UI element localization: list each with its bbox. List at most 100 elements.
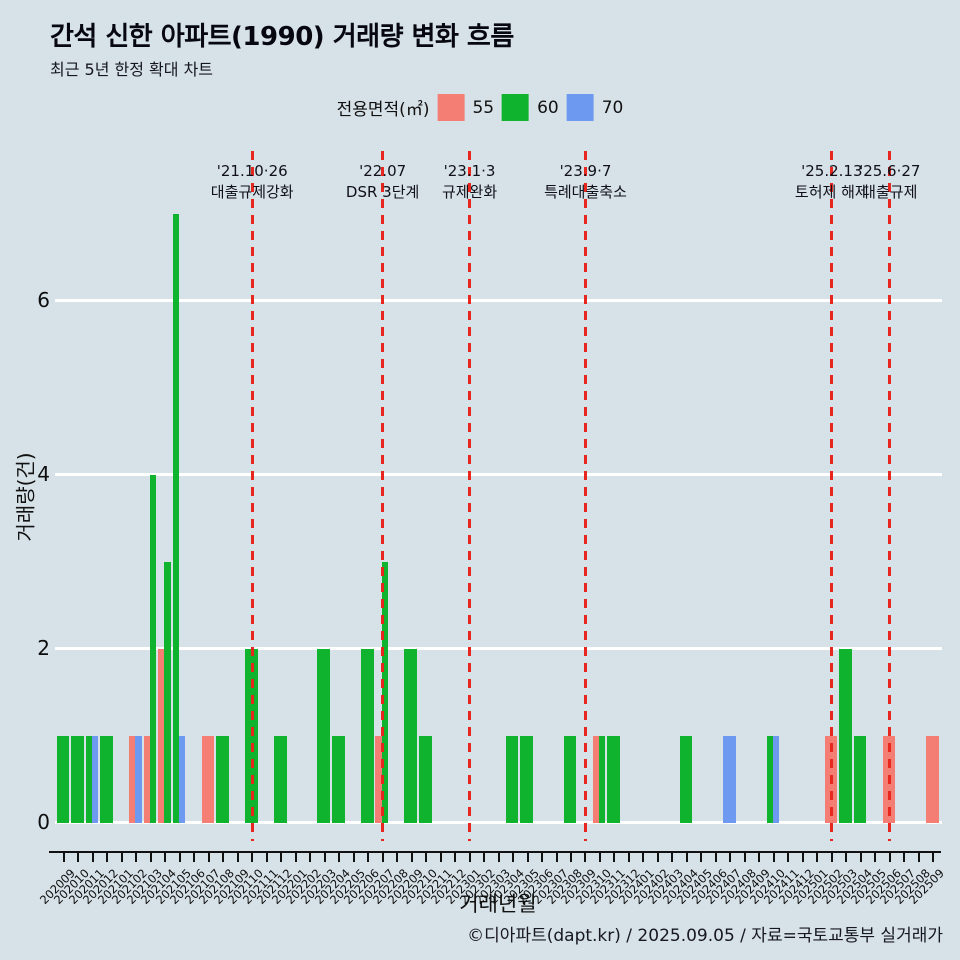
page-subtitle: 최근 5년 한정 확대 차트 (50, 60, 214, 79)
x-tick (758, 852, 761, 862)
legend-item-label: 55 (472, 97, 495, 118)
bar-60-202011 (85, 736, 92, 823)
annotation-date: '23.9·7 (559, 162, 612, 180)
bar-55-202103 (143, 736, 150, 823)
annotation-desc: 특례대출축소 (544, 183, 627, 201)
annotation-line (830, 151, 834, 841)
x-tick (236, 852, 239, 862)
bar-60-202010 (71, 736, 84, 823)
annotation-date: '22.07 (359, 162, 407, 180)
footer-credit: ©디아파트(dapt.kr) / 2025.09.05 / 자료=국토교통부 실… (467, 926, 943, 946)
x-tick (164, 852, 167, 862)
annotation-line (250, 151, 254, 841)
x-tick (512, 852, 515, 862)
x-tick (207, 852, 210, 862)
bar-60-202203 (317, 649, 331, 823)
bar-60-202104 (164, 562, 171, 823)
legend-item-label: 60 (537, 97, 559, 118)
legend-swatch (502, 94, 530, 121)
bar-60-202308 (563, 736, 577, 823)
x-tick (685, 852, 688, 862)
bar-55-202310 (592, 736, 600, 823)
annotation-desc: 대출규제강화 (210, 183, 294, 201)
x-tick (294, 852, 297, 862)
x-tick (77, 852, 80, 862)
x-tick (888, 852, 891, 862)
bar-60-202410 (766, 736, 773, 823)
x-tick (569, 852, 572, 862)
annotation-desc: 대출규제 (862, 183, 918, 201)
x-tick (352, 852, 355, 862)
x-tick (425, 852, 428, 862)
x-tick (106, 852, 109, 862)
x-tick (816, 852, 819, 862)
legend-item-label: 70 (601, 97, 624, 118)
bar-60-202311 (607, 736, 620, 823)
bar-70-202407 (723, 736, 736, 823)
annotation-date: '25.6·27 (859, 162, 921, 180)
x-tick (598, 852, 601, 862)
x-tick (497, 852, 500, 862)
x-tick (367, 852, 370, 862)
x-tick (541, 852, 543, 862)
x-tick (859, 852, 862, 862)
x-tick (787, 852, 790, 862)
y-tick-label: 0 (37, 810, 50, 834)
x-tick (193, 852, 196, 862)
bar-60-202009 (56, 736, 70, 823)
annotation-date: '21.10·26 (216, 162, 288, 180)
bar-60-202108 (215, 736, 229, 823)
x-tick (468, 852, 471, 862)
x-tick (801, 852, 804, 862)
page-title: 간석 신한 아파트(1990) 거래량 변화 흐름 (50, 22, 514, 52)
x-tick (439, 852, 442, 862)
x-tick (381, 852, 384, 862)
bar-60-202304 (505, 736, 519, 823)
x-tick (845, 852, 848, 862)
bar-60-202305 (520, 736, 533, 823)
bar-60-202204 (331, 736, 345, 823)
x-tick (642, 852, 645, 862)
x-tick (396, 852, 399, 862)
gridline (54, 647, 943, 650)
x-tick (280, 852, 283, 862)
x-tick (410, 852, 413, 862)
x-tick (526, 852, 529, 862)
annotation-line (888, 151, 892, 841)
x-tick (62, 852, 65, 862)
bar-55-202102 (129, 736, 136, 823)
legend: 전용면적(㎡) 55 60 70 (336, 94, 624, 121)
x-tick (222, 852, 225, 862)
bar-60-202206 (360, 649, 374, 823)
bar-70-202011 (91, 736, 99, 823)
bar-60-202209 (404, 649, 418, 823)
gridline (54, 473, 943, 476)
annotation-date: '25.2.13 (801, 162, 863, 180)
annotation-date: '23.1·3 (443, 162, 496, 180)
x-tick (135, 852, 138, 862)
bar-60-202503 (839, 649, 852, 823)
x-tick (555, 852, 558, 862)
bar-60-202207 (381, 562, 389, 823)
x-tick (932, 852, 935, 862)
bar-60-202210 (418, 736, 432, 823)
x-tick (729, 852, 732, 862)
x-tick (338, 852, 341, 862)
x-tick (149, 852, 152, 862)
bar-60-202504 (853, 736, 867, 823)
annotation-line (381, 151, 385, 841)
legend-label: 전용면적(㎡) (336, 100, 430, 120)
x-tick (656, 852, 659, 862)
x-tick (917, 852, 920, 862)
x-tick (671, 852, 674, 862)
x-axis-line (49, 851, 941, 853)
gridline (54, 821, 943, 824)
bar-60-202112 (273, 736, 287, 823)
x-tick (903, 852, 906, 862)
annotation-line (583, 151, 587, 841)
bar-60-202012 (100, 736, 113, 823)
x-tick (714, 852, 717, 862)
annotation-desc: DSR 3단계 (345, 183, 420, 201)
y-tick-label: 6 (37, 288, 50, 312)
bar-60-202103 (149, 475, 157, 823)
